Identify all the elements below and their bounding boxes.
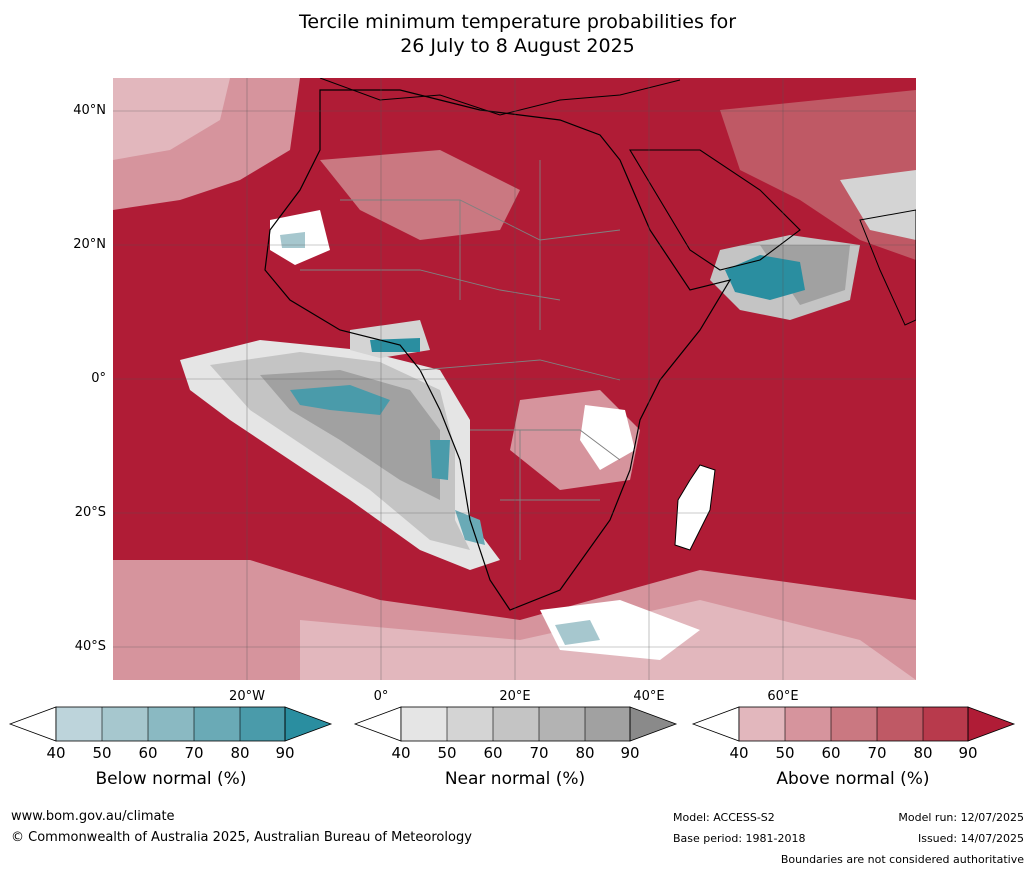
region-white-south [540, 600, 700, 660]
lat-label-40n: 40°N [73, 103, 106, 118]
arabia-coastline [629, 149, 801, 271]
below-tick-70: 70 [184, 744, 204, 762]
near-tick-60: 60 [483, 744, 503, 762]
region-below-atlantic [290, 385, 390, 415]
footer-model: Model: ACCESS-S2 [673, 811, 775, 824]
near-tick-90: 90 [620, 744, 640, 762]
lon-label-60e: 60°E [767, 689, 799, 704]
map-title: Tercile minimum temperature probabilitie… [0, 10, 1035, 58]
near-tick-50: 50 [437, 744, 457, 762]
madagascar [674, 464, 716, 551]
title-line-2: 26 July to 8 August 2025 [400, 35, 635, 57]
near-tick-40: 40 [391, 744, 411, 762]
lon-label-20w: 20°W [229, 689, 265, 704]
below-tick-80: 80 [230, 744, 250, 762]
near-normal-label: Near normal (%) [444, 769, 586, 789]
region-below-namibia [455, 510, 485, 545]
colorbar-above-normal [691, 706, 1016, 742]
lat-label-20n: 20°N [73, 237, 106, 252]
above-tick-90: 90 [958, 744, 978, 762]
above-tick-40: 40 [729, 744, 749, 762]
region-below-gulf-guinea [370, 338, 420, 352]
region-above-light-north-africa [320, 150, 520, 240]
above-normal-label: Above normal (%) [776, 769, 930, 789]
colorbar-below-normal [8, 706, 333, 742]
region-near-mideast [840, 170, 916, 240]
below-normal-label: Below normal (%) [95, 769, 247, 789]
footer-url: www.bom.gov.au/climate [11, 809, 175, 824]
region-white-east-africa [580, 405, 635, 470]
footer-model-run: Model run: 12/07/2025 [898, 811, 1024, 824]
above-tick-70: 70 [867, 744, 887, 762]
footer-disclaimer: Boundaries are not considered authoritat… [780, 853, 1024, 866]
lat-label-20s: 20°S [74, 505, 106, 520]
below-tick-90: 90 [275, 744, 295, 762]
country-borders [300, 160, 621, 560]
india-coastline [859, 209, 916, 326]
europe-coastline [319, 78, 681, 116]
region-below-arabian-sea [725, 255, 805, 300]
title-line-1: Tercile minimum temperature probabilitie… [298, 11, 737, 33]
region-below-angola [430, 440, 450, 480]
above-tick-50: 50 [775, 744, 795, 762]
graticule [113, 78, 916, 680]
lat-label-40s: 40°S [74, 639, 106, 654]
lat-label-0: 0° [91, 371, 106, 386]
near-tick-80: 80 [575, 744, 595, 762]
near-tick-70: 70 [529, 744, 549, 762]
footer-base-period: Base period: 1981-2018 [673, 832, 806, 845]
africa-coastline [264, 89, 732, 611]
region-above-lighter-northwest [113, 78, 230, 160]
below-tick-60: 60 [138, 744, 158, 762]
below-tick-40: 40 [46, 744, 66, 762]
footer-issued: Issued: 14/07/2025 [917, 832, 1024, 845]
above-tick-60: 60 [821, 744, 841, 762]
lon-label-40e: 40°E [633, 689, 665, 704]
footer-copyright: © Commonwealth of Australia 2025, Austra… [11, 830, 472, 845]
lon-label-20e: 20°E [499, 689, 531, 704]
region-below-west-africa [280, 232, 305, 248]
above-tick-80: 80 [913, 744, 933, 762]
below-tick-50: 50 [92, 744, 112, 762]
colorbar-near-normal [353, 706, 678, 742]
lon-label-0: 0° [373, 689, 389, 704]
region-below-south [555, 620, 600, 645]
